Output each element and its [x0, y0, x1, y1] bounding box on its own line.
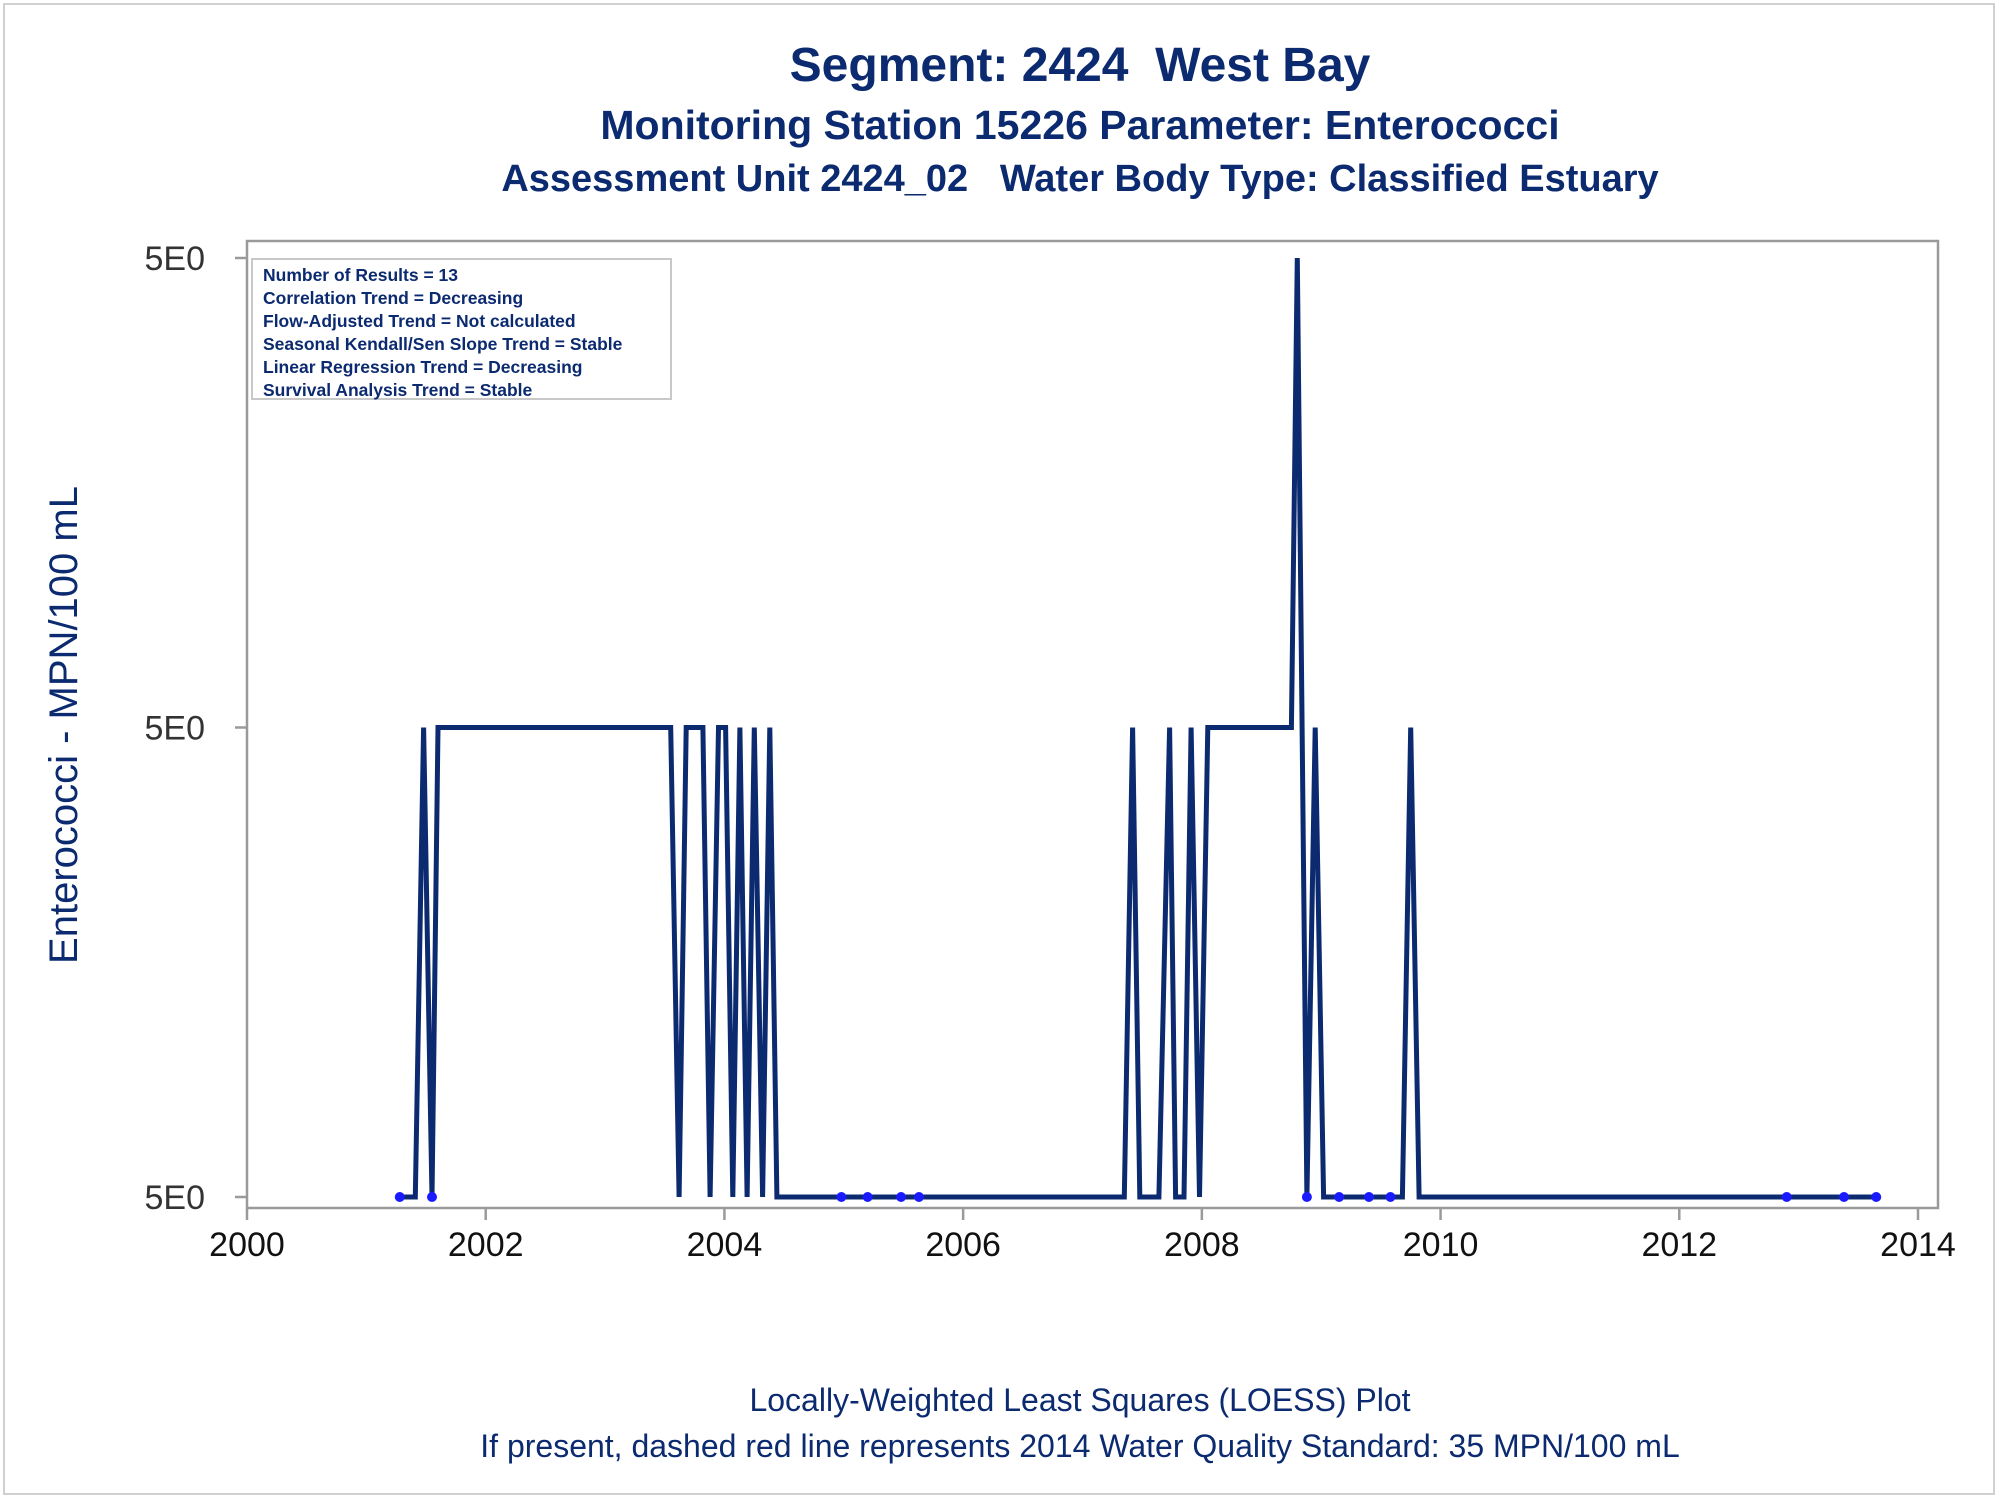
observation-point [896, 1192, 907, 1202]
x-tick-label: 2002 [448, 1226, 524, 1264]
figure-frame [3, 3, 1995, 1495]
observation-point [913, 1192, 924, 1202]
x-tick-label: 2006 [925, 1226, 1001, 1264]
observation-point [1334, 1192, 1345, 1202]
stats-line-seasonal-kendall: Seasonal Kendall/Sen Slope Trend = Stabl… [263, 334, 623, 354]
observation-point [394, 1192, 405, 1202]
observation-point [1781, 1192, 1792, 1202]
y-axis-label: Enterococci - MPN/100 mL [42, 486, 86, 964]
stats-line-results: Number of Results = 13 [263, 265, 458, 285]
x-tick-label: 2008 [1164, 1226, 1240, 1264]
footnote-2: If present, dashed red line represents 2… [480, 1428, 1680, 1464]
observation-point [1838, 1192, 1849, 1202]
chart-subtitle-2: Assessment Unit 2424_02 Water Body Type:… [501, 158, 1659, 200]
stats-line-correlation: Correlation Trend = Decreasing [263, 288, 524, 308]
observation-point [1385, 1192, 1396, 1202]
observation-point [1301, 1192, 1312, 1202]
observation-point [1871, 1192, 1882, 1202]
stats-line-survival: Survival Analysis Trend = Stable [263, 380, 533, 400]
stats-line-linear-regression: Linear Regression Trend = Decreasing [263, 357, 583, 377]
stats-box: Number of Results = 13 Correlation Trend… [251, 258, 672, 400]
x-tick-label: 2012 [1641, 1226, 1717, 1264]
x-tick-label: 2014 [1880, 1226, 1956, 1264]
x-tick-label: 2004 [687, 1226, 763, 1264]
plot-frame [245, 239, 1940, 1210]
stats-line-flow-adjusted: Flow-Adjusted Trend = Not calculated [263, 311, 576, 331]
observation-point [1363, 1192, 1374, 1202]
y-tick-label: 5E0 [145, 1179, 206, 1217]
x-tick-label: 2010 [1403, 1226, 1479, 1264]
observation-point [427, 1192, 438, 1202]
observation-point [862, 1192, 873, 1202]
footnote-1: Locally-Weighted Least Squares (LOESS) P… [749, 1382, 1411, 1418]
chart-subtitle: Monitoring Station 15226 Parameter: Ente… [600, 102, 1560, 148]
y-tick-label: 5E0 [145, 710, 206, 748]
x-tick-label: 2000 [209, 1226, 285, 1264]
y-tick-label: 5E0 [145, 240, 206, 278]
chart-title: Segment: 2424 West Bay [789, 39, 1371, 92]
observation-point [836, 1192, 847, 1202]
